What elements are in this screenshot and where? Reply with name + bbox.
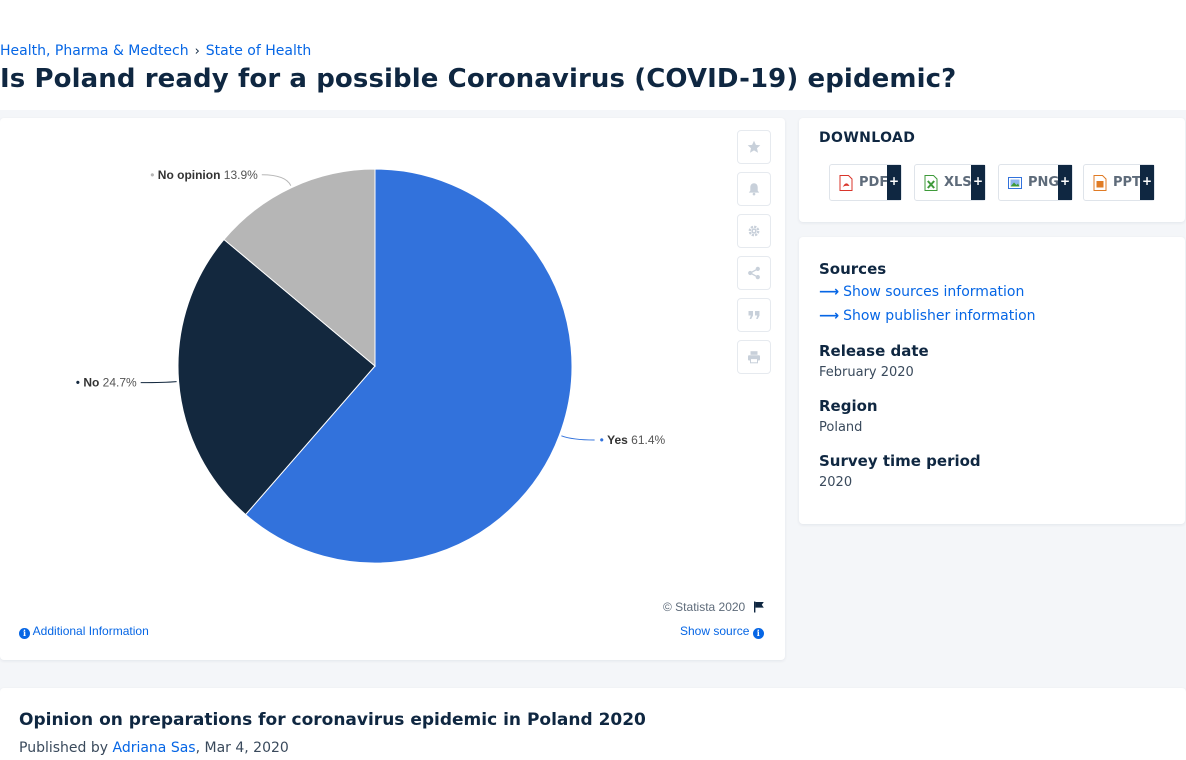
pie-label-no: • No 24.7% <box>76 376 137 390</box>
region-heading: Region <box>819 397 878 415</box>
pie-chart: • Yes 61.4% • No 24.7% • No opinion 13.9% <box>76 168 666 564</box>
download-ppt-label: PPT <box>1113 175 1141 190</box>
print-icon <box>748 351 760 364</box>
page-title: Is Poland ready for a possible Coronavir… <box>0 64 957 94</box>
pdf-file-icon <box>839 174 853 191</box>
breadcrumb-separator: › <box>194 44 200 59</box>
survey-period-value: 2020 <box>819 475 853 490</box>
download-xls-button[interactable]: XLS + <box>914 164 986 201</box>
settings-button[interactable] <box>737 214 771 248</box>
release-date-value: February 2020 <box>819 365 914 380</box>
download-title: DOWNLOAD <box>819 130 916 146</box>
share-button[interactable] <box>737 256 771 290</box>
notification-button[interactable] <box>737 172 771 206</box>
arrow-right-icon: ⟶ <box>819 284 840 300</box>
quote-icon <box>748 311 760 319</box>
download-pdf-button[interactable]: PDF + <box>829 164 902 201</box>
published-prefix: Published by <box>19 740 113 756</box>
show-sources-link[interactable]: ⟶ Show sources information <box>819 284 1024 300</box>
chart-card: • Yes 61.4% • No 24.7% • No opinion 13.9% … <box>0 118 785 660</box>
additional-information-link[interactable]: i Additional Information <box>19 624 149 639</box>
xls-file-icon <box>924 174 938 191</box>
bell-icon <box>748 183 760 196</box>
ppt-file-icon <box>1093 174 1107 191</box>
pie-slice-no[interactable] <box>177 238 376 516</box>
gear-icon <box>748 225 760 237</box>
breadcrumb-current-link[interactable]: State of Health <box>205 43 312 59</box>
statistic-title: Opinion on preparations for coronavirus … <box>19 710 646 730</box>
published-date: , Mar 4, 2020 <box>195 740 289 756</box>
region-value: Poland <box>819 420 863 435</box>
download-ppt-plus[interactable]: + <box>1140 165 1154 200</box>
info-icon: i <box>19 628 30 639</box>
download-pdf-label: PDF <box>859 175 889 190</box>
survey-period-heading: Survey time period <box>819 452 981 470</box>
flag-icon[interactable] <box>753 601 765 613</box>
download-pdf-plus[interactable]: + <box>887 165 901 200</box>
statistic-details-card: Sources ⟶ Show sources information ⟶ Show … <box>799 237 1185 524</box>
arrow-right-icon: ⟶ <box>819 308 840 324</box>
top-header-area <box>0 0 1186 110</box>
breadcrumb: Health, Pharma & Medtech › State of Health <box>0 43 311 59</box>
pie-connector-no <box>140 381 177 384</box>
print-button[interactable] <box>737 340 771 374</box>
show-sources-label: Show sources information <box>843 284 1025 300</box>
info-icon: i <box>752 628 764 639</box>
star-icon <box>747 140 761 153</box>
pie-slice-no-opinion[interactable] <box>223 168 376 368</box>
png-file-icon <box>1008 176 1022 189</box>
download-png-plus[interactable]: + <box>1058 165 1072 200</box>
cite-button[interactable] <box>737 298 771 332</box>
copyright-text: © Statista 2020 <box>663 600 746 614</box>
download-card: DOWNLOAD PDF + XLS + PNG + PPT + <box>799 118 1185 222</box>
pie-label-yes: • Yes 61.4% <box>600 433 666 447</box>
download-xls-label: XLS <box>944 175 972 190</box>
download-png-button[interactable]: PNG + <box>998 164 1073 201</box>
download-ppt-button[interactable]: PPT + <box>1083 164 1155 201</box>
author-link[interactable]: Adriana Sas <box>112 740 196 756</box>
share-icon <box>748 266 760 280</box>
pie-connector-yes <box>561 435 595 441</box>
additional-information-label: Additional Information <box>32 624 149 638</box>
chart-tools <box>737 130 773 382</box>
download-png-label: PNG <box>1028 175 1060 190</box>
breadcrumb-parent-link[interactable]: Health, Pharma & Medtech <box>0 43 189 59</box>
show-source-link[interactable]: Show source i <box>680 624 764 639</box>
release-date-heading: Release date <box>819 342 929 360</box>
show-publisher-label: Show publisher information <box>843 308 1036 324</box>
download-xls-plus[interactable]: + <box>971 165 985 200</box>
pie-connector-no-opinion <box>261 174 292 186</box>
published-by-line: Published by Adriana Sas, Mar 4, 2020 <box>19 740 289 756</box>
pie-label-no-opinion: • No opinion 13.9% <box>150 168 258 182</box>
favorite-button[interactable] <box>737 130 771 164</box>
sources-heading: Sources <box>819 260 887 278</box>
show-source-label: Show source <box>680 624 750 638</box>
pie-slice-yes[interactable] <box>244 168 573 564</box>
show-publisher-link[interactable]: ⟶ Show publisher information <box>819 308 1036 324</box>
statistic-summary-card: Opinion on preparations for coronavirus … <box>0 688 1186 760</box>
